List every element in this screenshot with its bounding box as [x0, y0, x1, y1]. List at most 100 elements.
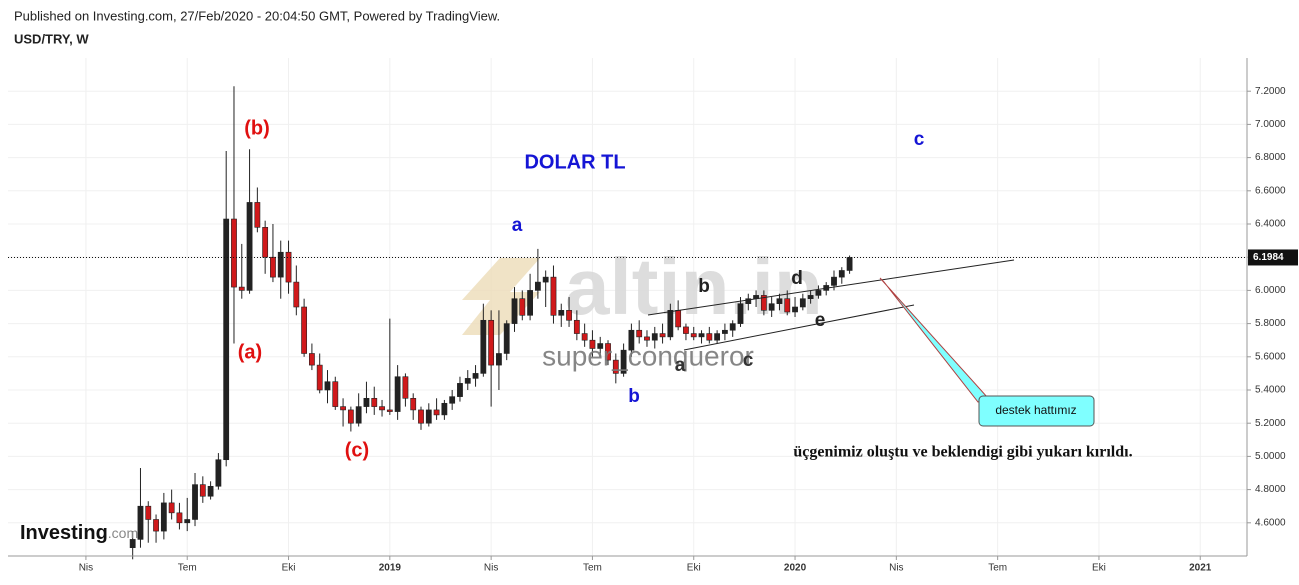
candle-body — [488, 319, 495, 366]
candle-body — [363, 397, 370, 407]
x-tick-label: 2020 — [784, 563, 807, 574]
y-tick-label: 6.8000 — [1255, 152, 1286, 163]
candle-body — [760, 295, 767, 311]
candle-body — [675, 310, 682, 328]
candle-body — [683, 326, 689, 334]
candle-body — [503, 323, 510, 354]
candle-body — [558, 310, 565, 316]
candle-body — [527, 290, 533, 316]
annotations: (b) (a) (c) DOLAR TL a b c b de a c üçgenimiz oluşt… — [238, 117, 1133, 461]
x-tick-label: Eki — [687, 563, 701, 574]
candle-body — [449, 396, 456, 404]
published-note: Published on Investing.com, 27/Feb/2020 … — [14, 8, 500, 23]
watermark-logo: altin.in — [565, 242, 823, 331]
candle-body — [309, 353, 315, 366]
candle-body — [418, 409, 424, 424]
candle-body — [160, 502, 167, 532]
candle-body — [145, 505, 152, 520]
y-tick-label: 5.2000 — [1255, 418, 1286, 429]
annotation: (a) — [238, 341, 262, 363]
y-tick-label: 7.2000 — [1255, 86, 1286, 97]
candle-body — [394, 376, 401, 412]
candle-body — [153, 519, 159, 532]
candle-body — [573, 319, 580, 334]
candle-body — [340, 406, 346, 411]
annotation: DOLAR TL — [524, 151, 625, 173]
candle-body — [207, 485, 214, 497]
candle-body — [457, 383, 463, 397]
watermark-icon — [462, 258, 540, 335]
candle-body — [379, 406, 385, 411]
candle-body — [324, 381, 331, 391]
candle-body — [511, 298, 518, 324]
y-tick-label: 5.0000 — [1255, 451, 1286, 462]
candle-body — [215, 459, 222, 487]
annotation: b — [698, 276, 710, 297]
candle-body — [246, 202, 253, 291]
candle-body — [597, 343, 604, 349]
candle-body — [714, 333, 721, 341]
annotation: (b) — [244, 117, 270, 139]
y-tick-label: 5.8000 — [1255, 318, 1286, 329]
brand-name: Investing — [20, 522, 108, 544]
candle-body — [534, 281, 541, 291]
candle-body — [846, 257, 853, 271]
candle-body — [176, 512, 183, 524]
candles — [129, 86, 853, 560]
candle-body — [737, 303, 744, 324]
candle-body — [316, 364, 323, 391]
candle-body — [589, 339, 596, 349]
candle-body — [137, 505, 144, 540]
candle-body — [542, 276, 549, 283]
candle-body — [223, 218, 230, 461]
watermark: altin.in — [462, 242, 823, 335]
candle-body — [347, 409, 354, 424]
annotation: b — [628, 386, 640, 407]
candle-body — [386, 409, 393, 412]
candle-body — [238, 286, 245, 291]
candle-body — [612, 359, 619, 374]
candle-body — [566, 310, 572, 321]
last-price-tag — [1248, 249, 1298, 266]
candle-body — [433, 409, 440, 416]
annotation: a — [512, 215, 523, 236]
brand: Investing.com — [20, 522, 138, 544]
y-tick-label: 5.6000 — [1255, 351, 1286, 362]
candle-body — [270, 256, 276, 278]
y-tick-label: 7.0000 — [1255, 119, 1286, 130]
candle-body — [410, 397, 417, 411]
candle-body — [441, 402, 448, 416]
candle-body — [690, 333, 697, 338]
candle-body — [262, 227, 269, 258]
axis-labels: 4.6000 4.8000 5.0000 5.2000 5.4000 5.6000 5.80… — [8, 86, 1298, 574]
candle-body — [425, 409, 432, 424]
candle-body — [628, 329, 635, 351]
candle-body — [659, 333, 666, 338]
candle-body — [184, 519, 191, 524]
candle-body — [605, 343, 611, 361]
x-tick-label: Tem — [178, 563, 197, 574]
x-tick-label: Eki — [1092, 563, 1106, 574]
watermark-user: super_conqueror — [542, 340, 754, 371]
candle-body — [776, 298, 783, 304]
annotation: c — [743, 350, 754, 371]
candle-body — [277, 251, 284, 278]
candle-body — [792, 306, 798, 313]
x-tick-label: 2019 — [379, 563, 402, 574]
x-tick-label: Nis — [484, 563, 498, 574]
candle-body — [807, 295, 814, 300]
callout-text: destek hattımız — [995, 403, 1076, 417]
x-tick-label: Tem — [583, 563, 602, 574]
candle-body — [722, 329, 728, 334]
candle-body — [815, 290, 822, 296]
y-tick-label: 4.6000 — [1255, 517, 1286, 528]
y-tick-label: 4.8000 — [1255, 484, 1286, 495]
candle-body — [698, 333, 705, 338]
candle-body — [550, 276, 557, 316]
candle-body — [831, 276, 837, 286]
candle-body — [402, 376, 409, 399]
annotation: c — [914, 129, 925, 150]
candle-body — [784, 298, 791, 313]
candle-body — [254, 202, 261, 228]
trend-line-upper — [647, 259, 1015, 316]
